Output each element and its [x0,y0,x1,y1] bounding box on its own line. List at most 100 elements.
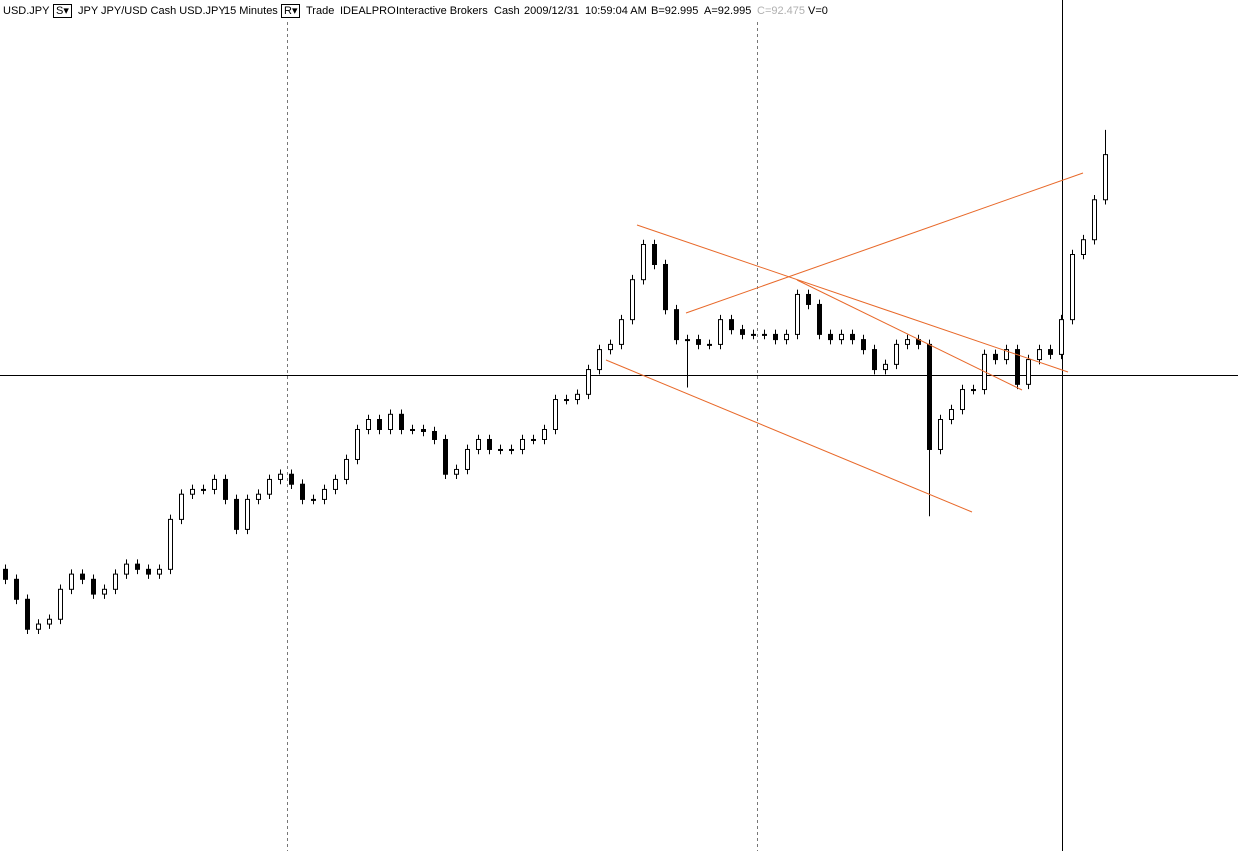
candle-body [1059,319,1064,355]
candle-body [520,438,525,450]
candle-body [311,498,316,501]
candle-body [47,618,52,625]
candle-body [586,369,591,395]
asset-class: Cash [494,5,520,17]
candle-body [245,498,250,530]
candle-body [773,333,778,341]
candle-body [718,319,723,345]
candle-body [993,353,998,361]
ask: A=92.995 [704,5,752,17]
candle-body [322,488,327,500]
candle-body [641,244,646,281]
candle-body [201,488,206,491]
candle-body [377,419,382,430]
candle-body [234,498,239,530]
candle-body [707,343,712,346]
candle-body [80,573,85,580]
candle-body [465,448,470,470]
candle-body [135,563,140,570]
candle-body [575,393,580,401]
candle-body [696,339,701,345]
candle-body [25,598,30,630]
candle-body [190,488,195,495]
candle-body [487,438,492,450]
exchange: IDEALPRO [340,5,396,17]
candle-body [795,293,800,335]
candle-body [366,419,371,430]
candle-body [652,244,657,265]
data-type: Trade [306,5,335,17]
candle-body [223,478,228,500]
candle-body [685,339,690,342]
candle-body [146,568,151,575]
candle-body [410,428,415,431]
candle-body [14,578,19,600]
candle-body [894,343,899,365]
trendlines [605,172,1084,513]
candle-body [553,399,558,430]
candle-body [751,333,756,336]
candle-body [1048,349,1053,355]
candle-body [1070,254,1075,321]
candle-body [861,339,866,351]
candle-body [1015,349,1020,385]
candle-body [630,279,635,321]
candle-body [267,478,272,495]
candle-body [333,478,338,490]
bid: B=92.995 [651,5,699,17]
candle-body [817,303,822,335]
candle-body [608,343,613,351]
close-price: C=92.475 [757,5,806,17]
candle-body [399,413,404,430]
trendline [636,224,1069,373]
candle-body [905,339,910,345]
date: 2009/12/31 [524,5,580,17]
candle-body [740,329,745,335]
candle-body [212,478,217,490]
candle-body [729,319,734,331]
candle-body [69,573,74,590]
trendline [685,172,1084,314]
candle-body [597,349,602,371]
candle-body [344,458,349,480]
candle-body [938,419,943,450]
candle-body [1103,154,1108,201]
candle-body [36,623,41,630]
candle-body [839,333,844,341]
candle-body [806,293,811,305]
broker: Interactive Brokers [396,5,488,17]
candle-body [971,389,976,392]
candle-body [883,363,888,371]
candle-body [619,319,624,345]
candle-body [762,333,767,336]
candle-body [256,493,261,500]
candle-body [674,309,679,341]
candle-body [113,573,118,590]
candle-body [58,588,63,620]
symbol-menu[interactable]: S▾ [53,4,72,18]
time: 10:59:04 AM [585,5,647,17]
candle-body [421,428,426,432]
candle-body [564,399,569,402]
candle-body [476,438,481,450]
candle-body [1037,349,1042,361]
contract-description: JPY JPY/USD Cash USD.JPY [78,5,226,17]
candle-body [498,448,503,451]
period-menu[interactable]: R▾ [281,4,301,18]
candle-body [355,428,360,460]
trendline [796,279,1023,391]
candle-body [1092,199,1097,241]
volume: V=0 [808,5,828,17]
candle-body [872,349,877,371]
candle-body [828,333,833,341]
candle-body [1081,239,1086,256]
candle-body [278,473,283,480]
candle-body [1026,359,1031,385]
candle-body [960,389,965,411]
bar-size: 15 Minutes [224,5,278,17]
candles [3,129,1108,635]
candle-body [949,409,954,421]
candle-body [454,468,459,475]
candle-body [388,413,393,430]
